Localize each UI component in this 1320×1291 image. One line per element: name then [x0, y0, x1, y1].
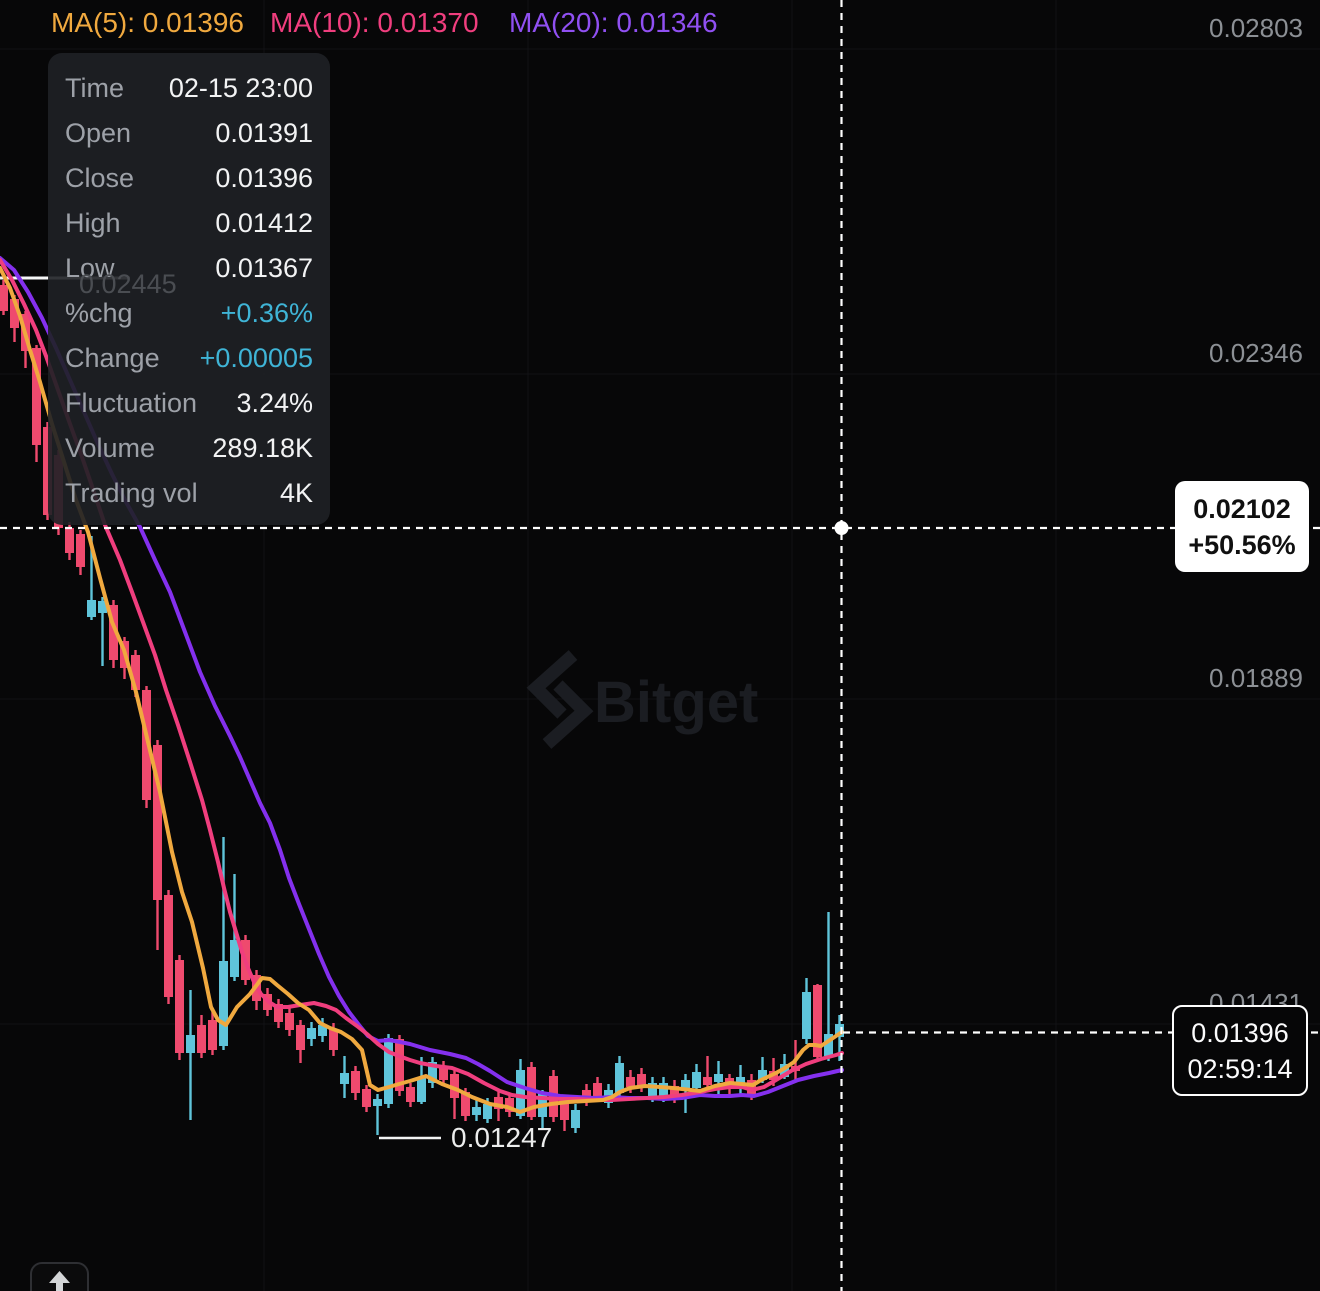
svg-text:0.01247: 0.01247 [451, 1122, 552, 1153]
svg-text:Bitget: Bitget [594, 670, 758, 735]
